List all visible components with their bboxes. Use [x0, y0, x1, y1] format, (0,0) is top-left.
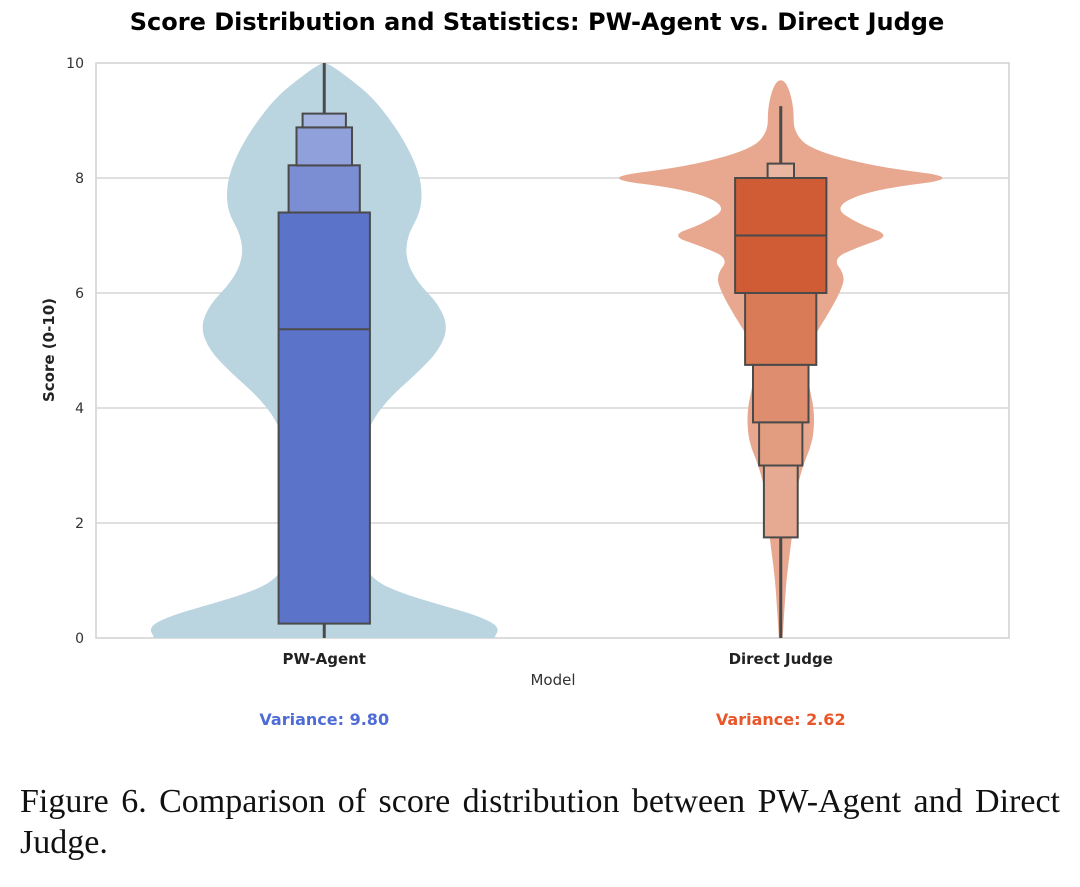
variance-label: Variance: 9.80	[259, 710, 389, 729]
y-tick-labels: 0 2 4 6 8 10	[66, 56, 84, 647]
variance-label: Variance: 2.62	[716, 710, 846, 729]
variance-annotations: Variance: 9.80 Variance: 2.62	[259, 710, 845, 729]
x-axis-label: Model	[530, 671, 575, 689]
letter-value-box	[277, 211, 371, 625]
letter-value-box	[758, 421, 804, 467]
x-tick-label: Direct Judge	[729, 650, 833, 668]
y-tick-label: 6	[75, 286, 84, 302]
y-tick-label: 10	[66, 56, 84, 72]
letter-value-box	[762, 464, 799, 539]
letter-value-boxes	[277, 63, 828, 638]
y-tick-label: 0	[75, 631, 84, 647]
x-tick-labels: PW-Agent Direct Judge	[283, 650, 833, 668]
x-tick-label: PW-Agent	[283, 650, 366, 668]
letter-value-box	[752, 363, 810, 424]
figure-caption: Figure 6. Comparison of score distributi…	[20, 783, 1060, 861]
y-tick-label: 2	[75, 516, 84, 532]
letter-value-box	[287, 164, 361, 214]
letter-value-box	[295, 126, 353, 167]
letter-value-box	[744, 292, 818, 366]
chart: Score Distribution and Statistics: PW-Ag…	[40, 8, 1010, 729]
letter-value-box	[301, 112, 347, 129]
letter-value-box	[766, 162, 795, 180]
y-tick-label: 4	[75, 401, 84, 417]
y-tick-label: 8	[75, 171, 84, 187]
y-axis-label: Score (0-10)	[40, 298, 58, 402]
chart-title: Score Distribution and Statistics: PW-Ag…	[130, 8, 945, 36]
